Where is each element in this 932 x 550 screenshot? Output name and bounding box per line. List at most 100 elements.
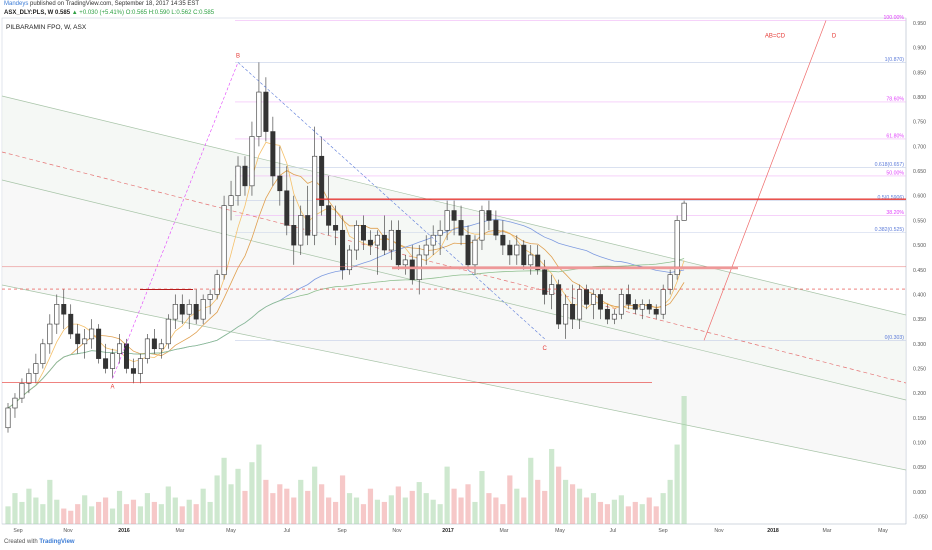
y-tick-label: 0.600 bbox=[913, 194, 926, 200]
fib-label: 1(0.870) bbox=[885, 57, 905, 63]
channel-mid-line bbox=[1, 179, 907, 401]
volume-bar bbox=[179, 506, 185, 524]
volume-bar bbox=[96, 501, 102, 524]
price-axis-labels: 0.950 0.900 0.850 0.800 0.750 0.700 0.650 0.600… bbox=[913, 21, 928, 521]
volume-bar bbox=[618, 495, 624, 524]
volume-bar bbox=[563, 479, 569, 524]
x-tick-label: May bbox=[878, 528, 888, 534]
volume-bar bbox=[165, 486, 171, 524]
candle-body bbox=[653, 308, 659, 315]
volume-bars bbox=[5, 396, 687, 524]
volume-bar bbox=[26, 488, 32, 524]
candle-body bbox=[123, 343, 129, 369]
candle-body bbox=[137, 358, 143, 374]
candle-body bbox=[68, 313, 74, 335]
volume-bar bbox=[130, 499, 137, 524]
candle-body bbox=[89, 328, 95, 340]
candle-body bbox=[597, 294, 603, 310]
volume-bar bbox=[54, 499, 60, 524]
tradingview-logo[interactable]: TradingView bbox=[39, 539, 75, 545]
volume-bar bbox=[639, 504, 645, 524]
candle-body bbox=[437, 229, 443, 236]
candle-body bbox=[256, 91, 262, 137]
candle-body bbox=[179, 304, 185, 315]
volume-bar bbox=[82, 495, 88, 524]
volume-bar bbox=[416, 482, 422, 524]
candle-body bbox=[444, 210, 450, 231]
volume-bar bbox=[604, 504, 611, 524]
x-tick-label: Mar bbox=[500, 528, 509, 534]
pattern-label-b: B bbox=[236, 53, 240, 59]
candle-body bbox=[298, 215, 304, 246]
y-tick-label: 0.200 bbox=[913, 391, 926, 397]
volume-bar bbox=[61, 508, 67, 524]
candle-body bbox=[374, 234, 380, 246]
candle-body bbox=[570, 304, 576, 320]
candle-body bbox=[82, 338, 88, 345]
volume-bar bbox=[291, 497, 297, 524]
candle-body bbox=[577, 289, 583, 320]
trend-channels bbox=[1, 95, 907, 471]
volume-bar bbox=[207, 501, 213, 524]
volume-bar bbox=[144, 493, 150, 524]
candle-body bbox=[674, 220, 680, 276]
volume-bar bbox=[109, 508, 116, 524]
channel-bottom-line bbox=[1, 284, 907, 471]
support-zone bbox=[392, 266, 738, 270]
candle-body bbox=[625, 294, 631, 305]
volume-bar bbox=[521, 497, 527, 524]
volume-bar bbox=[388, 495, 394, 524]
cd-projection-line bbox=[703, 20, 827, 341]
volume-bar bbox=[465, 484, 471, 524]
volume-bar bbox=[367, 488, 374, 524]
fib-label: 61.80% bbox=[886, 133, 904, 139]
candle-body bbox=[423, 244, 429, 256]
y-tick-label: 0.950 bbox=[913, 21, 926, 27]
volume-bar bbox=[437, 504, 443, 524]
volume-bar bbox=[667, 479, 673, 524]
volume-bar bbox=[326, 497, 332, 524]
y-tick-label: 0.350 bbox=[913, 317, 926, 323]
candle-body bbox=[186, 304, 192, 315]
x-tick-label: Sep bbox=[13, 528, 22, 534]
volume-bar bbox=[597, 501, 604, 524]
candle-body bbox=[639, 304, 645, 310]
y-tick-label: 0.300 bbox=[913, 342, 926, 348]
volume-bar bbox=[583, 497, 590, 524]
y-tick-label: 0.100 bbox=[913, 441, 926, 447]
lower-channel-fill bbox=[2, 180, 906, 470]
dashed-trend-line bbox=[1, 151, 907, 384]
volume-bar bbox=[569, 484, 576, 524]
ma-mid-line bbox=[7, 170, 685, 409]
candle-body bbox=[54, 304, 60, 325]
candle-body bbox=[514, 244, 520, 256]
y-tick-label: 0.000 bbox=[913, 490, 926, 496]
candle-body bbox=[340, 229, 346, 271]
author-name[interactable]: Mandeys bbox=[4, 1, 29, 7]
fib-label: 38.20% bbox=[886, 210, 904, 216]
volume-bar bbox=[137, 506, 144, 524]
volume-bar bbox=[284, 488, 290, 524]
candle-body bbox=[660, 289, 666, 315]
pattern-label-c: C bbox=[543, 346, 548, 352]
candle-body bbox=[646, 304, 652, 310]
candle-body bbox=[409, 259, 415, 280]
candle-body bbox=[117, 343, 123, 354]
x-tick-label: Jul bbox=[284, 528, 291, 534]
candle-body bbox=[103, 358, 109, 369]
volume-bar bbox=[221, 457, 227, 524]
candle-body bbox=[61, 304, 67, 315]
volume-bar bbox=[40, 504, 46, 524]
volume-bar bbox=[256, 444, 262, 524]
candle-body bbox=[130, 368, 136, 374]
candle-body bbox=[681, 202, 687, 221]
candle-body bbox=[353, 225, 359, 251]
pattern-label-ab-eq-cd: AB=CD bbox=[765, 34, 786, 40]
volume-bar bbox=[360, 504, 367, 524]
candle-body bbox=[507, 244, 513, 256]
x-tick-label: May bbox=[226, 528, 236, 534]
volume-bar bbox=[277, 484, 283, 524]
x-tick-label: Jul bbox=[610, 528, 617, 534]
candle-body bbox=[486, 210, 492, 221]
